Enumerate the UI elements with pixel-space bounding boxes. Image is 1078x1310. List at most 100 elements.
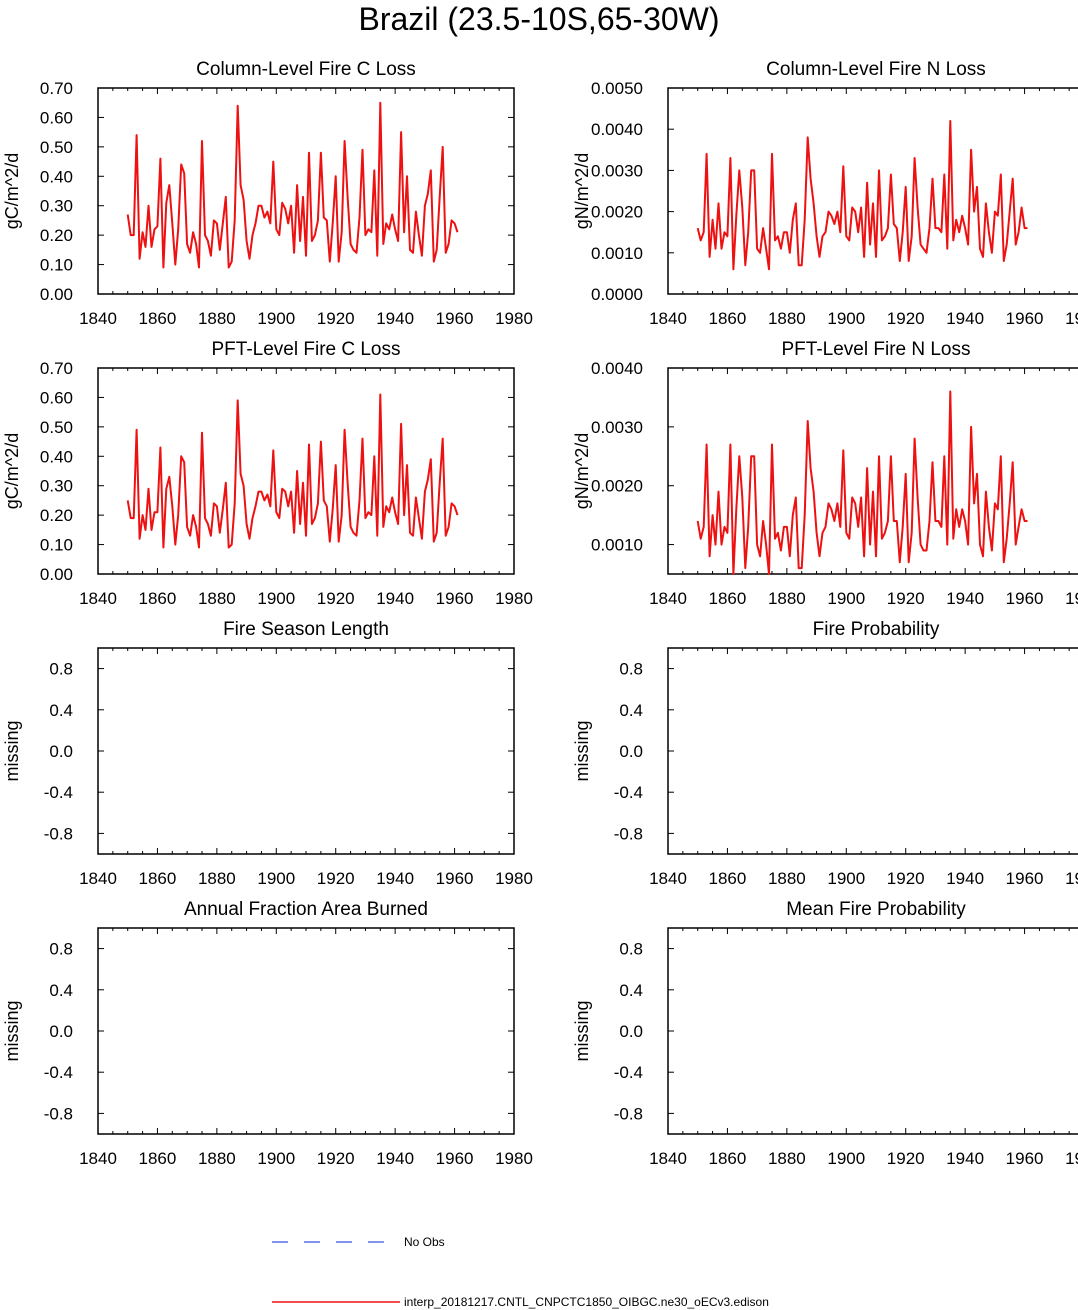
- x-tick-label: 1920: [317, 589, 355, 608]
- x-tick-label: 1900: [257, 869, 295, 888]
- y-tick-label: 0.0000: [591, 285, 643, 304]
- y-tick-label: 0.40: [40, 447, 73, 466]
- x-tick-label: 1980: [1065, 309, 1078, 328]
- y-tick-label: 0.0: [619, 1022, 643, 1041]
- y-tick-label: -0.4: [44, 783, 73, 802]
- x-tick-label: 1960: [1006, 1149, 1044, 1168]
- x-tick-label: 1900: [257, 309, 295, 328]
- y-tick-label: 0.8: [619, 940, 643, 959]
- x-tick-label: 1940: [946, 869, 984, 888]
- y-tick-label: 0.0040: [591, 359, 643, 378]
- series-line-1: [126, 393, 459, 549]
- x-tick-label: 1840: [79, 1149, 117, 1168]
- x-tick-label: 1980: [1065, 589, 1078, 608]
- x-tick-label: 1840: [649, 589, 687, 608]
- x-tick-label: 1920: [317, 1149, 355, 1168]
- y-tick-label: -0.4: [614, 1063, 643, 1082]
- y-tick-label: 0.0020: [591, 477, 643, 496]
- plot-frame: [97, 647, 515, 855]
- x-tick-label: 1980: [495, 869, 533, 888]
- y-tick-label: 0.70: [40, 79, 73, 98]
- y-tick-label: 0.10: [40, 536, 73, 555]
- y-tick-label: 0.10: [40, 256, 73, 275]
- x-tick-label: 1960: [436, 1149, 474, 1168]
- y-axis-label: missing: [2, 720, 22, 781]
- y-tick-label: -0.8: [614, 1104, 643, 1123]
- chart-panel-1: Column-Level Fire C Loss 1840 1860 1880 1900…: [2, 59, 533, 328]
- y-tick-label: 0.8: [49, 660, 73, 679]
- x-tick-label: 1840: [649, 309, 687, 328]
- x-tick-label: 1940: [376, 589, 414, 608]
- panel-title: PFT-Level Fire N Loss: [782, 339, 971, 360]
- x-tick-label: 1880: [768, 309, 806, 328]
- x-tick-label: 1980: [1065, 869, 1078, 888]
- y-tick-label: 0.60: [40, 388, 73, 407]
- chart-panel-5: Fire Season Length 1840 1860 1880 1900 1920 19…: [2, 619, 533, 888]
- x-tick-label: 1920: [887, 589, 925, 608]
- x-tick-label: 1940: [946, 1149, 984, 1168]
- y-tick-label: 0.8: [619, 660, 643, 679]
- x-tick-label: 1880: [768, 589, 806, 608]
- x-tick-label: 1860: [139, 1149, 177, 1168]
- x-tick-label: 1860: [139, 869, 177, 888]
- y-axis-label: gN/m^2/d: [572, 433, 592, 509]
- x-tick-label: 1840: [79, 589, 117, 608]
- y-tick-label: -0.4: [614, 783, 643, 802]
- y-tick-label: -0.8: [44, 1104, 73, 1123]
- x-tick-label: 1980: [495, 309, 533, 328]
- y-tick-label: 0.30: [40, 197, 73, 216]
- x-tick-label: 1920: [317, 309, 355, 328]
- x-tick-label: 1940: [376, 1149, 414, 1168]
- y-tick-label: 0.4: [49, 981, 73, 1000]
- x-tick-label: 1880: [768, 869, 806, 888]
- series-line-1: [696, 120, 1028, 271]
- x-tick-label: 1960: [1006, 589, 1044, 608]
- legend-label-no-obs: No Obs: [404, 1235, 445, 1249]
- y-tick-label: -0.8: [614, 824, 643, 843]
- y-tick-label: 0.20: [40, 226, 73, 245]
- y-tick-label: 0.40: [40, 167, 73, 186]
- y-tick-label: 0.00: [40, 285, 73, 304]
- x-tick-label: 1940: [946, 589, 984, 608]
- panel-title: PFT-Level Fire C Loss: [212, 339, 401, 360]
- x-tick-label: 1900: [827, 1149, 865, 1168]
- plot-frame: [667, 647, 1078, 855]
- chart-panel-4: PFT-Level Fire N Loss 1840 1860 1880 1900 192…: [572, 339, 1078, 608]
- x-tick-label: 1960: [1006, 309, 1044, 328]
- x-tick-label: 1940: [376, 869, 414, 888]
- x-tick-label: 1960: [436, 309, 474, 328]
- y-tick-label: 0.70: [40, 359, 73, 378]
- x-tick-label: 1940: [376, 309, 414, 328]
- y-tick-label: 0.4: [619, 701, 643, 720]
- y-tick-label: 0.0050: [591, 79, 643, 98]
- y-tick-label: 0.0010: [591, 536, 643, 555]
- x-tick-label: 1980: [495, 589, 533, 608]
- x-tick-label: 1920: [887, 869, 925, 888]
- plot-frame: [97, 927, 515, 1135]
- chart-panel-2: Column-Level Fire N Loss 1840 1860 1880 1900…: [572, 59, 1078, 328]
- x-tick-label: 1880: [198, 589, 236, 608]
- y-tick-label: 0.00: [40, 565, 73, 584]
- x-tick-label: 1900: [827, 589, 865, 608]
- y-tick-label: -0.4: [44, 1063, 73, 1082]
- y-axis-label: gN/m^2/d: [572, 153, 592, 229]
- y-tick-label: 0.0020: [591, 203, 643, 222]
- x-tick-label: 1940: [946, 309, 984, 328]
- y-axis-label: missing: [572, 1000, 592, 1061]
- chart-panel-6: Fire Probability 1840 1860 1880 1900 1920 1940…: [572, 619, 1078, 888]
- x-tick-label: 1960: [436, 589, 474, 608]
- x-tick-label: 1880: [198, 869, 236, 888]
- y-tick-label: 0.60: [40, 108, 73, 127]
- panel-title: Fire Season Length: [223, 619, 389, 640]
- y-tick-label: 0.4: [619, 981, 643, 1000]
- x-tick-label: 1880: [198, 309, 236, 328]
- panel-title: Mean Fire Probability: [786, 899, 966, 920]
- y-tick-label: 0.0010: [591, 244, 643, 263]
- y-tick-label: 0.30: [40, 477, 73, 496]
- x-tick-label: 1960: [1006, 869, 1044, 888]
- series-line-1: [696, 390, 1028, 575]
- y-tick-label: -0.8: [44, 824, 73, 843]
- panels: Column-Level Fire C Loss 1840 1860 1880 1900…: [2, 59, 1078, 1168]
- y-tick-label: 0.8: [49, 940, 73, 959]
